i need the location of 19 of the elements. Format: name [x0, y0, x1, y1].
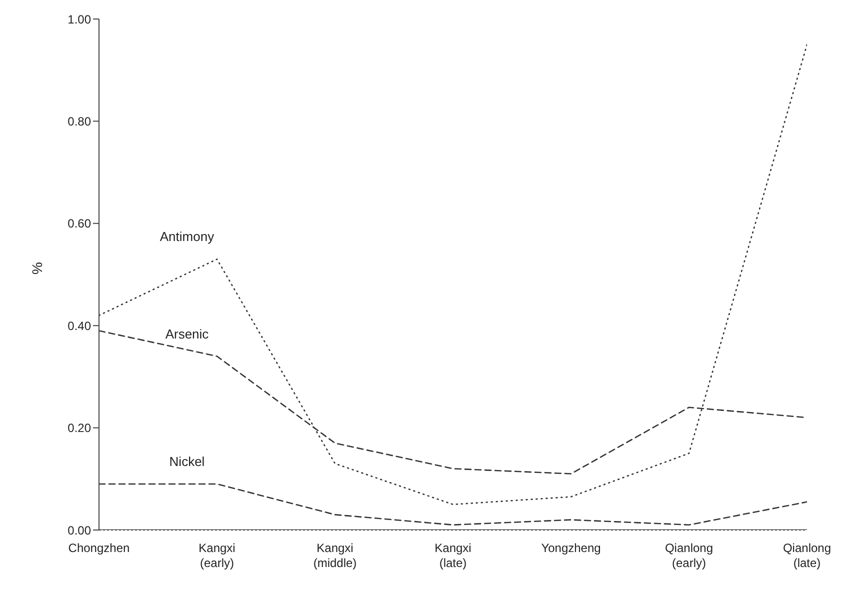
y-axis-title: %	[28, 262, 45, 274]
x-tick-label: Qianlong (late)	[782, 541, 832, 570]
series-label: Nickel	[169, 454, 205, 470]
y-tick-label: 1.00	[68, 12, 92, 26]
line-series	[99, 483, 807, 526]
series-label: Arsenic	[165, 326, 210, 342]
y-tick-label: 0.60	[68, 216, 92, 231]
x-tick-label: Chongzhen	[68, 541, 130, 555]
y-tick-label: 0.80	[68, 114, 92, 128]
x-tick-label: Kangxi (late)	[434, 541, 472, 570]
y-tick-label: 0.20	[68, 421, 92, 436]
y-tick-label: 0.00	[68, 523, 92, 538]
x-tick-label: Yongzheng	[541, 541, 601, 555]
x-tick-label: Kangxi (early)	[198, 541, 236, 570]
series-label: Antimony	[160, 229, 215, 244]
x-tick-label: Kangxi (middle)	[313, 541, 357, 570]
y-tick-label: 0.40	[68, 318, 92, 333]
line-series	[99, 44, 807, 506]
x-tick-label: Qianlong (early)	[664, 541, 714, 570]
